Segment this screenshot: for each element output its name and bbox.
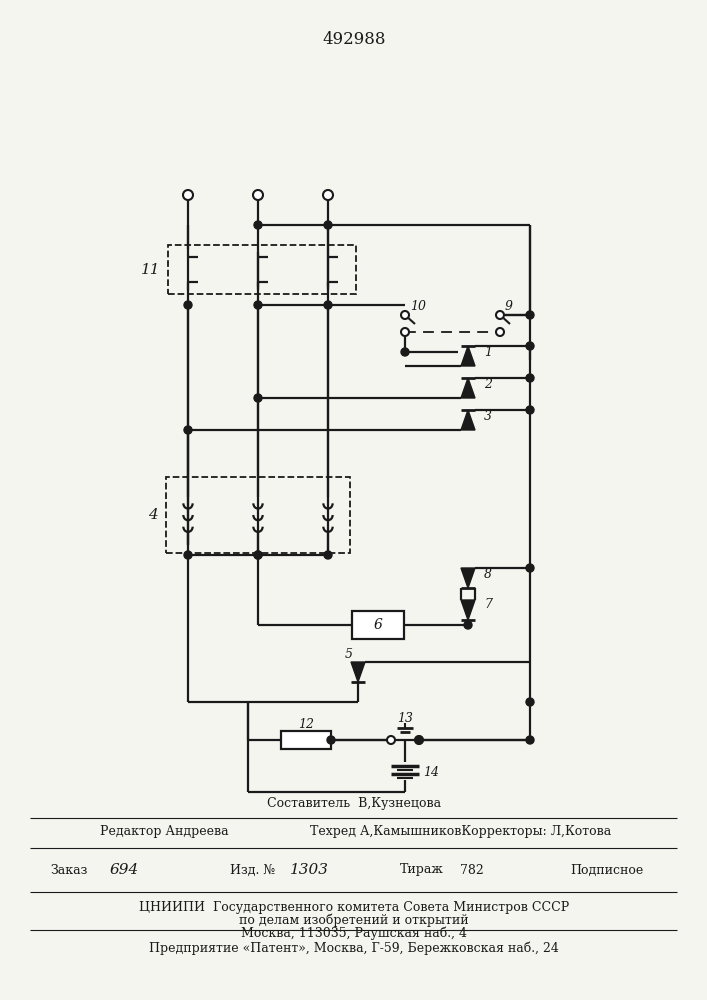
Text: 782: 782 bbox=[460, 863, 484, 876]
Circle shape bbox=[401, 348, 409, 356]
Circle shape bbox=[415, 736, 423, 744]
Circle shape bbox=[183, 190, 193, 200]
Circle shape bbox=[324, 551, 332, 559]
Circle shape bbox=[324, 221, 332, 229]
Circle shape bbox=[415, 736, 423, 744]
Circle shape bbox=[184, 551, 192, 559]
Circle shape bbox=[464, 621, 472, 629]
Polygon shape bbox=[461, 568, 475, 588]
Text: 5: 5 bbox=[345, 648, 353, 660]
Text: 1303: 1303 bbox=[290, 863, 329, 877]
Circle shape bbox=[254, 221, 262, 229]
Text: Техред А,КамышниковКорректоры: Л,Котова: Техред А,КамышниковКорректоры: Л,Котова bbox=[310, 826, 612, 838]
Circle shape bbox=[327, 736, 335, 744]
Text: 2: 2 bbox=[484, 377, 492, 390]
Circle shape bbox=[401, 328, 409, 336]
Circle shape bbox=[254, 551, 262, 559]
Text: 6: 6 bbox=[373, 618, 382, 632]
Circle shape bbox=[526, 698, 534, 706]
Text: ЦНИИПИ  Государственного комитета Совета Министров СССР: ЦНИИПИ Государственного комитета Совета … bbox=[139, 900, 569, 914]
Circle shape bbox=[253, 190, 263, 200]
Text: 14: 14 bbox=[423, 766, 439, 778]
Text: 492988: 492988 bbox=[322, 31, 386, 48]
Text: Составитель  В,Кузнецова: Составитель В,Кузнецова bbox=[267, 798, 441, 810]
Text: 10: 10 bbox=[410, 300, 426, 314]
Text: 7: 7 bbox=[484, 597, 492, 610]
Circle shape bbox=[526, 342, 534, 350]
Circle shape bbox=[496, 311, 504, 319]
Text: Заказ: Заказ bbox=[50, 863, 88, 876]
Polygon shape bbox=[461, 600, 475, 620]
Text: Тираж: Тираж bbox=[400, 863, 444, 876]
Circle shape bbox=[323, 190, 333, 200]
Text: 11: 11 bbox=[141, 262, 160, 276]
Circle shape bbox=[496, 328, 504, 336]
Circle shape bbox=[526, 736, 534, 744]
Bar bbox=[281, 731, 331, 749]
Text: 3: 3 bbox=[484, 410, 492, 422]
Text: Подписное: Подписное bbox=[570, 863, 643, 876]
Circle shape bbox=[184, 426, 192, 434]
Text: 13: 13 bbox=[397, 712, 413, 724]
Text: Москва, 113035, Раушская наб., 4: Москва, 113035, Раушская наб., 4 bbox=[241, 926, 467, 940]
Text: Изд. №: Изд. № bbox=[230, 863, 275, 876]
Circle shape bbox=[526, 311, 534, 319]
Circle shape bbox=[387, 736, 395, 744]
Text: 1: 1 bbox=[484, 346, 492, 359]
Bar bbox=[352, 611, 404, 639]
Circle shape bbox=[324, 301, 332, 309]
Circle shape bbox=[254, 551, 262, 559]
Text: 4: 4 bbox=[148, 508, 158, 522]
Text: 9: 9 bbox=[505, 300, 513, 314]
Polygon shape bbox=[461, 346, 475, 366]
Polygon shape bbox=[351, 662, 365, 682]
Circle shape bbox=[526, 406, 534, 414]
Text: 694: 694 bbox=[110, 863, 139, 877]
Text: 12: 12 bbox=[298, 718, 314, 730]
Circle shape bbox=[526, 374, 534, 382]
Circle shape bbox=[184, 301, 192, 309]
Text: Предприятие «Патент», Москва, Г-59, Бережковская наб., 24: Предприятие «Патент», Москва, Г-59, Бере… bbox=[149, 941, 559, 955]
Polygon shape bbox=[461, 410, 475, 430]
Bar bbox=[168, 245, 356, 294]
Text: по делам изобретений и открытий: по делам изобретений и открытий bbox=[239, 913, 469, 927]
Bar bbox=[166, 477, 350, 553]
Circle shape bbox=[526, 564, 534, 572]
Polygon shape bbox=[461, 378, 475, 398]
Circle shape bbox=[401, 311, 409, 319]
Text: 8: 8 bbox=[484, 568, 492, 580]
Circle shape bbox=[254, 301, 262, 309]
Circle shape bbox=[254, 394, 262, 402]
Text: Редактор Андреева: Редактор Андреева bbox=[100, 826, 228, 838]
